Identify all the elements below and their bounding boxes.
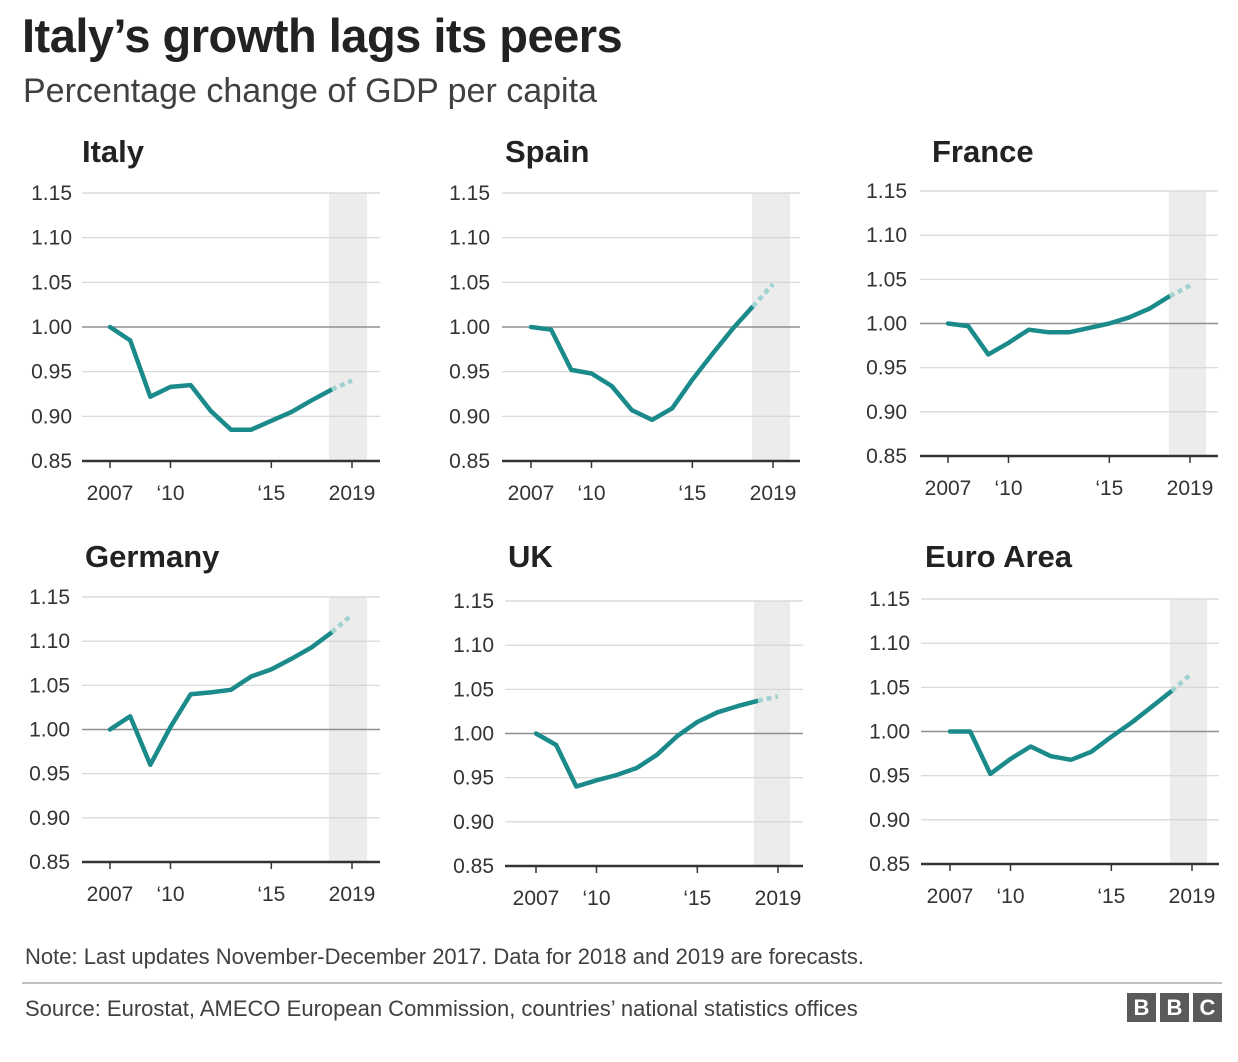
y-tick-label: 0.85 — [869, 853, 910, 876]
y-tick-label: 1.15 — [866, 180, 907, 203]
x-tick-label: ‘10 — [156, 482, 184, 505]
y-tick-label: 1.10 — [449, 227, 490, 250]
y-tick-label: 0.95 — [31, 361, 72, 384]
y-tick-label: 1.00 — [453, 723, 494, 746]
series-line — [107, 630, 335, 768]
y-tick-label: 1.10 — [453, 634, 494, 657]
y-tick-label: 1.05 — [866, 268, 907, 291]
y-tick-label: 0.90 — [869, 809, 910, 832]
panel-title: Spain — [505, 134, 589, 169]
panel-title: France — [932, 134, 1034, 169]
bbc-logo: B B C — [1127, 993, 1222, 1022]
y-tick-label: 1.00 — [449, 316, 490, 339]
x-tick-label: ‘15 — [678, 482, 706, 505]
y-tick-label: 1.15 — [29, 586, 70, 609]
y-tick-label: 1.05 — [449, 271, 490, 294]
x-tick-label: ‘15 — [683, 887, 711, 910]
y-tick-label: 1.00 — [869, 721, 910, 744]
y-tick-label: 0.95 — [449, 361, 490, 384]
x-tick-label: ‘15 — [257, 883, 285, 906]
y-tick-label: 0.90 — [453, 811, 494, 834]
series-line — [528, 304, 756, 423]
y-tick-label: 1.15 — [449, 182, 490, 205]
y-tick-label: 0.95 — [869, 765, 910, 788]
bbc-logo-letter: B — [1127, 993, 1156, 1022]
x-tick-label: 2007 — [87, 883, 134, 906]
y-tick-label: 0.85 — [31, 450, 72, 473]
x-tick-label: 2007 — [87, 482, 134, 505]
y-tick-label: 0.95 — [29, 763, 70, 786]
x-tick-label: 2007 — [927, 885, 974, 908]
y-tick-label: 1.05 — [31, 271, 72, 294]
y-tick-label: 1.15 — [869, 588, 910, 611]
x-tick-label: ‘15 — [257, 482, 285, 505]
panel-title: UK — [508, 539, 553, 574]
series-line — [533, 698, 761, 789]
forecast-line — [330, 613, 354, 634]
x-tick-label: ‘10 — [996, 885, 1024, 908]
footnote: Note: Last updates November-December 201… — [25, 944, 864, 969]
y-tick-label: 0.90 — [31, 405, 72, 428]
y-tick-label: 0.90 — [29, 807, 70, 830]
y-tick-label: 1.00 — [866, 313, 907, 336]
y-tick-label: 1.05 — [29, 674, 70, 697]
x-tick-label: 2019 — [1167, 477, 1214, 500]
panel-title: Italy — [82, 134, 145, 169]
series-line — [947, 688, 1175, 777]
y-tick-label: 1.15 — [31, 182, 72, 205]
x-tick-label: 2019 — [329, 883, 376, 906]
x-tick-label: ‘10 — [156, 883, 184, 906]
y-tick-label: 0.85 — [453, 855, 494, 878]
x-tick-label: ‘15 — [1097, 885, 1125, 908]
x-tick-label: ‘15 — [1095, 477, 1123, 500]
y-tick-label: 1.10 — [866, 224, 907, 247]
y-tick-label: 0.85 — [449, 450, 490, 473]
chart-subtitle: Percentage change of GDP per capita — [23, 72, 597, 110]
panel-title: Euro Area — [925, 539, 1073, 574]
x-tick-label: 2019 — [329, 482, 376, 505]
x-tick-label: ‘10 — [582, 887, 610, 910]
x-tick-label: 2019 — [1169, 885, 1216, 908]
y-tick-label: 1.10 — [29, 630, 70, 653]
forecast-line — [330, 378, 353, 392]
chart-title: Italy’s growth lags its peers — [22, 9, 623, 62]
y-tick-label: 1.00 — [29, 719, 70, 742]
x-tick-label: 2007 — [513, 887, 560, 910]
x-tick-label: 2019 — [750, 482, 797, 505]
source-note: Source: Eurostat, AMECO European Commiss… — [25, 996, 858, 1021]
series-line — [107, 324, 335, 432]
x-tick-label: 2007 — [925, 477, 972, 500]
panel-title: Germany — [85, 539, 220, 574]
y-tick-label: 1.00 — [31, 316, 72, 339]
y-tick-label: 1.10 — [869, 632, 910, 655]
bbc-logo-letter: B — [1160, 993, 1189, 1022]
y-tick-label: 0.90 — [449, 405, 490, 428]
y-tick-label: 1.10 — [31, 227, 72, 250]
x-tick-label: ‘10 — [994, 477, 1022, 500]
y-tick-label: 0.85 — [866, 445, 907, 468]
bbc-logo-letter: C — [1193, 993, 1222, 1022]
y-tick-label: 0.95 — [453, 767, 494, 790]
y-tick-label: 1.05 — [453, 678, 494, 701]
x-tick-label: 2007 — [508, 482, 555, 505]
y-tick-label: 1.15 — [453, 590, 494, 613]
forecast-line — [1170, 671, 1194, 693]
y-tick-label: 0.85 — [29, 851, 70, 874]
forecast-line — [757, 694, 779, 703]
y-tick-label: 1.05 — [869, 676, 910, 699]
x-tick-label: 2019 — [755, 887, 802, 910]
y-tick-label: 0.90 — [866, 401, 907, 424]
divider — [22, 982, 1222, 984]
x-tick-label: ‘10 — [577, 482, 605, 505]
series-line — [945, 293, 1173, 357]
forecast-line — [1168, 283, 1192, 299]
y-tick-label: 0.95 — [866, 357, 907, 380]
